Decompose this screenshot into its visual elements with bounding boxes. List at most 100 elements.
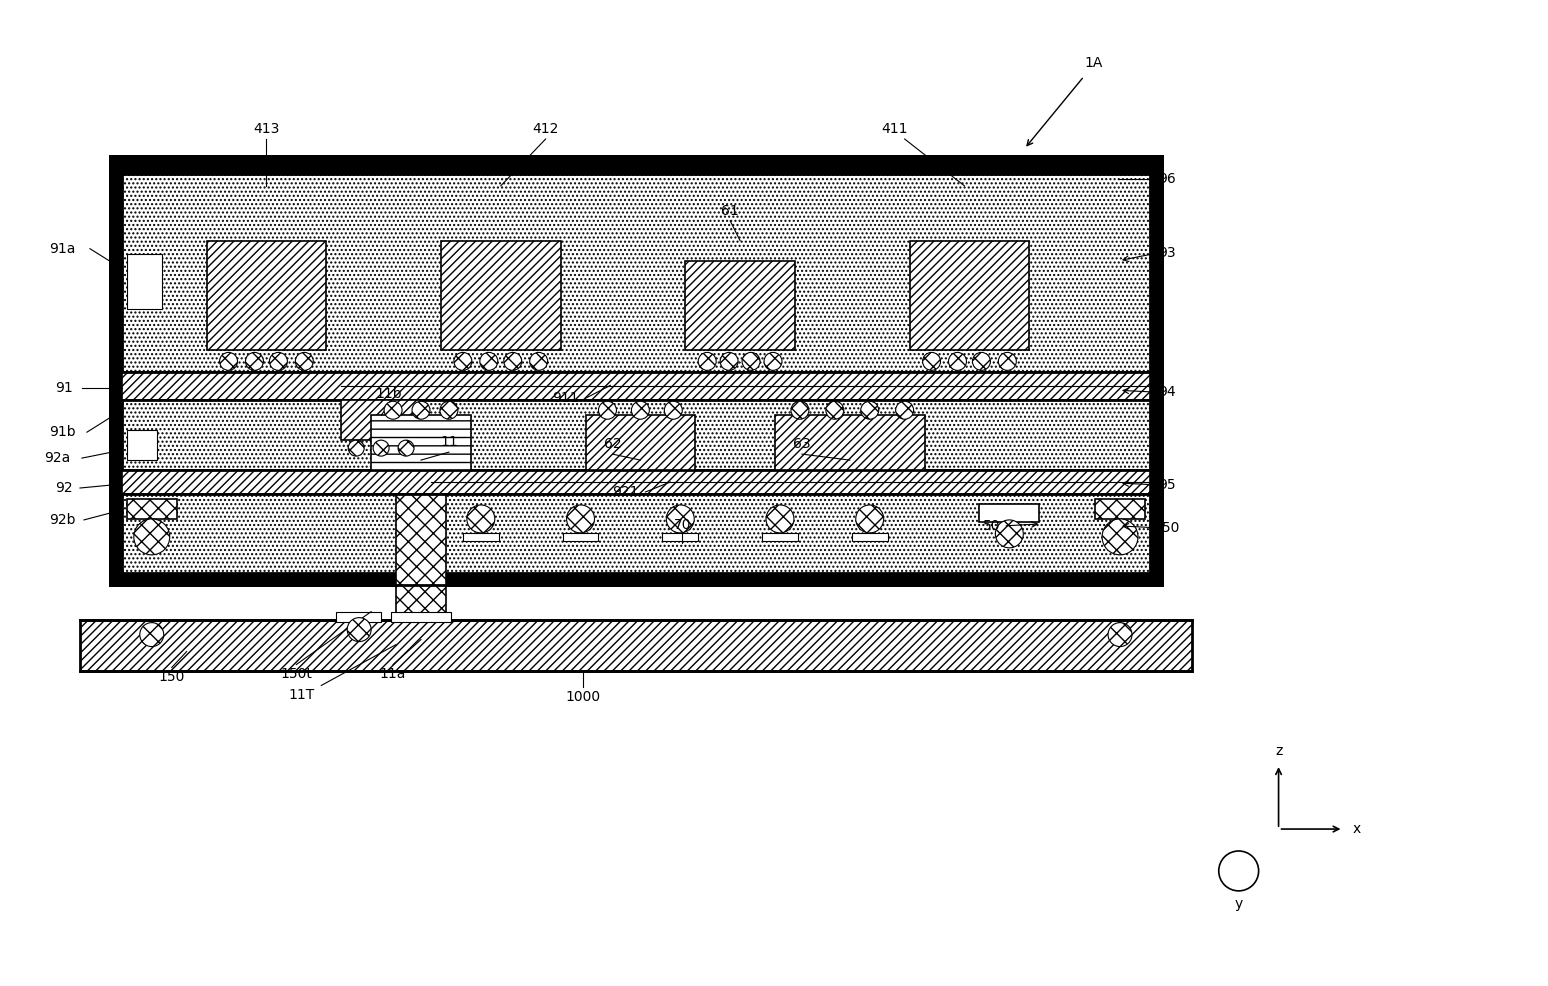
Circle shape — [348, 440, 364, 457]
Circle shape — [632, 401, 649, 419]
Circle shape — [454, 352, 472, 371]
Bar — [127, 499, 176, 519]
Bar — [110, 156, 1163, 585]
Circle shape — [269, 352, 288, 371]
Circle shape — [480, 352, 498, 371]
Text: 50: 50 — [983, 519, 1000, 532]
Text: 11b: 11b — [376, 387, 402, 401]
Text: 95: 95 — [1158, 478, 1175, 492]
Bar — [776, 415, 924, 470]
Bar — [663, 532, 698, 541]
Circle shape — [599, 401, 616, 419]
Circle shape — [856, 505, 884, 532]
Circle shape — [139, 622, 164, 647]
Bar — [980, 504, 1039, 522]
Text: 1000: 1000 — [565, 690, 601, 704]
Bar — [562, 532, 599, 541]
Text: 11a: 11a — [379, 668, 406, 681]
Bar — [585, 415, 695, 470]
Circle shape — [720, 352, 738, 371]
Circle shape — [440, 401, 458, 419]
Text: 411: 411 — [881, 122, 909, 136]
Circle shape — [766, 505, 794, 532]
Circle shape — [296, 352, 313, 371]
Circle shape — [741, 352, 760, 371]
Circle shape — [765, 352, 782, 371]
Text: 93: 93 — [1158, 246, 1175, 259]
Bar — [336, 611, 381, 621]
Circle shape — [246, 352, 263, 371]
Circle shape — [384, 401, 402, 419]
Bar — [122, 373, 1150, 400]
Text: 150: 150 — [158, 670, 184, 684]
Bar — [686, 260, 796, 350]
Text: 94: 94 — [1158, 386, 1175, 399]
Circle shape — [1218, 851, 1259, 891]
Bar — [206, 241, 327, 350]
Circle shape — [896, 401, 913, 419]
Circle shape — [1108, 622, 1132, 647]
Circle shape — [825, 401, 844, 419]
Bar — [762, 532, 797, 541]
Text: 63: 63 — [793, 437, 811, 452]
Bar — [1094, 499, 1146, 519]
Text: 150t: 150t — [280, 668, 313, 681]
Circle shape — [972, 352, 991, 371]
Text: 92a: 92a — [43, 452, 70, 465]
Circle shape — [698, 352, 717, 371]
Bar — [127, 253, 161, 309]
Text: 91b: 91b — [48, 425, 76, 439]
Text: 11: 11 — [440, 435, 458, 450]
Bar — [372, 415, 471, 470]
Circle shape — [373, 440, 389, 457]
Circle shape — [503, 352, 522, 371]
Circle shape — [347, 617, 372, 642]
Text: 92: 92 — [56, 481, 73, 495]
Bar — [122, 470, 1150, 494]
Text: 70: 70 — [673, 518, 690, 531]
Text: 412: 412 — [533, 122, 559, 136]
Circle shape — [949, 352, 966, 371]
Circle shape — [529, 352, 548, 371]
Text: 61: 61 — [721, 204, 738, 218]
Text: z: z — [1276, 744, 1282, 758]
Text: 91a: 91a — [50, 242, 76, 255]
Circle shape — [467, 505, 495, 532]
Text: 62: 62 — [604, 437, 621, 452]
Circle shape — [567, 505, 594, 532]
Bar — [110, 156, 1163, 174]
Bar — [341, 400, 421, 440]
Circle shape — [791, 401, 810, 419]
Text: 91: 91 — [56, 382, 73, 395]
Text: 96: 96 — [1158, 172, 1176, 186]
Circle shape — [995, 520, 1023, 548]
Text: 92b: 92b — [48, 513, 76, 527]
Circle shape — [412, 401, 430, 419]
Bar — [1150, 156, 1163, 585]
Circle shape — [998, 352, 1017, 371]
Bar — [392, 611, 450, 621]
Circle shape — [861, 401, 879, 419]
Circle shape — [398, 440, 413, 457]
Text: x: x — [1353, 822, 1361, 836]
Bar — [127, 430, 156, 460]
Text: 150: 150 — [1153, 521, 1180, 534]
Text: y: y — [1235, 897, 1243, 911]
Circle shape — [133, 519, 170, 555]
Bar — [463, 532, 498, 541]
Bar — [110, 156, 122, 585]
Text: 1A: 1A — [1085, 56, 1104, 70]
Bar — [851, 532, 887, 541]
Bar — [110, 573, 1163, 585]
Text: 413: 413 — [254, 122, 280, 136]
Text: 911: 911 — [553, 391, 579, 405]
Circle shape — [1102, 519, 1138, 555]
Circle shape — [923, 352, 941, 371]
Bar — [441, 241, 560, 350]
Bar — [396, 494, 446, 619]
Bar — [910, 241, 1029, 350]
Text: 11T: 11T — [288, 688, 314, 702]
Bar — [80, 619, 1192, 671]
Circle shape — [666, 505, 694, 532]
Circle shape — [220, 352, 237, 371]
